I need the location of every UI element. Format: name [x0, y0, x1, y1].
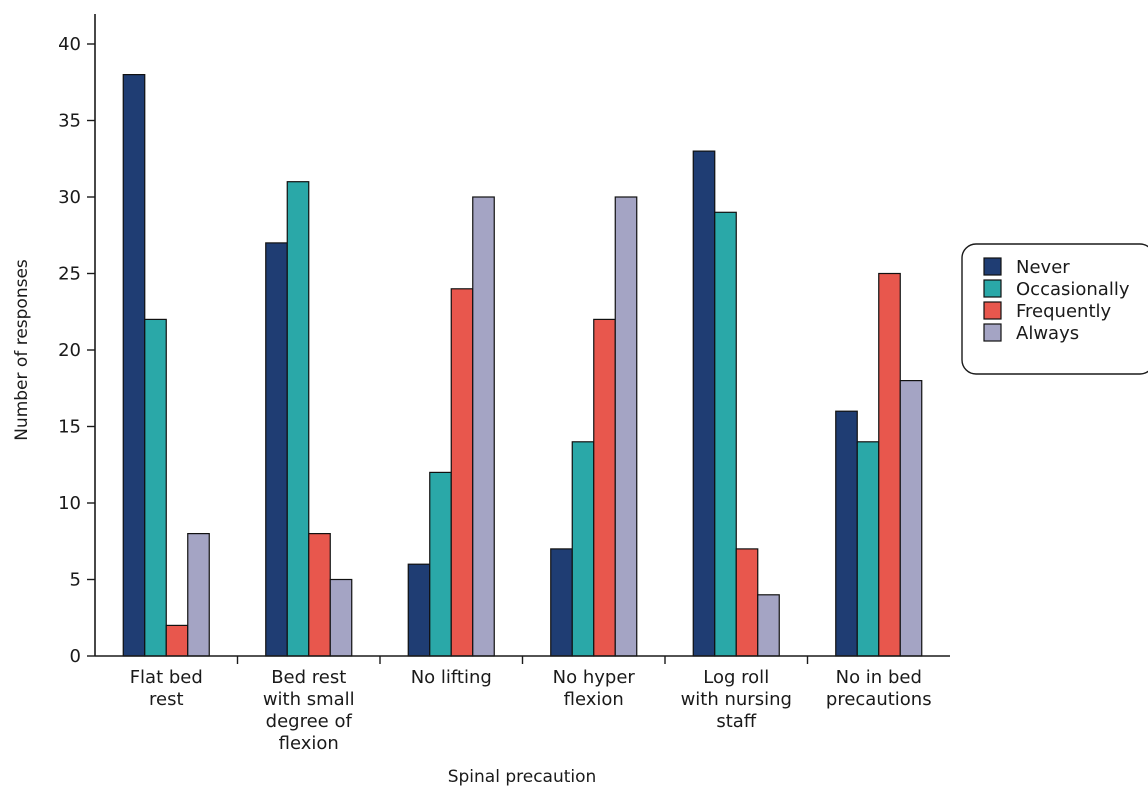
x-category-label: Log roll with nursing staff: [681, 667, 792, 732]
legend-swatch-occasionally: [983, 279, 1002, 298]
bar-frequently-4: [593, 318, 616, 657]
bar-frequently-6: [878, 272, 901, 657]
bar-occasionally-3: [429, 471, 452, 657]
bar-never-5: [692, 150, 716, 657]
x-category-label: No lifting: [411, 667, 492, 688]
y-tick-label: 35: [58, 111, 81, 132]
x-category-label: Flat bed rest: [130, 667, 203, 710]
bar-never-6: [835, 410, 858, 657]
legend-box: [961, 243, 1148, 375]
bar-always-4: [614, 196, 638, 657]
legend-label-occasionally: Occasionally: [1016, 279, 1130, 300]
x-categories-layer: Flat bed rest Bed rest with small degree of f…: [130, 656, 932, 754]
bar-frequently-1: [165, 624, 189, 657]
legend-swatch-always: [983, 323, 1002, 342]
bar-frequently-5: [735, 548, 759, 657]
y-tick-label: 40: [58, 34, 81, 55]
legend-swatch-never: [983, 257, 1002, 276]
y-tick-label: 10: [58, 493, 81, 514]
bar-never-4: [550, 548, 573, 657]
legend-label-always: Always: [1016, 323, 1079, 344]
legend-label-never: Never: [1016, 257, 1070, 278]
bar-frequently-3: [450, 288, 474, 657]
bar-always-5: [757, 594, 780, 657]
bar-never-2: [265, 242, 288, 657]
bar-always-1: [187, 532, 210, 657]
x-axis-title: Spinal precaution: [448, 767, 597, 787]
y-tick-label: 25: [58, 264, 81, 285]
bar-never-1: [122, 73, 146, 657]
x-category-label: No in bed precautions: [826, 667, 932, 710]
legend-swatch-frequently: [983, 301, 1002, 320]
y-ticks-layer: 0 5 10 15 20 25 30 35 40: [58, 34, 95, 667]
x-category-label: No hyper flexion: [553, 667, 636, 710]
bar-always-6: [899, 380, 923, 657]
bar-never-3: [407, 563, 431, 657]
y-axis-title: Number of responses: [12, 259, 32, 441]
y-tick-label: 30: [58, 187, 81, 208]
y-tick-label: 15: [58, 417, 81, 438]
y-tick-label: 20: [58, 340, 81, 361]
y-tick-label: 0: [70, 646, 81, 667]
bar-occasionally-4: [571, 441, 595, 657]
bar-occasionally-5: [714, 211, 737, 657]
y-tick-label: 5: [70, 570, 81, 591]
bar-occasionally-1: [144, 318, 167, 657]
bar-always-2: [329, 578, 353, 657]
x-category-label: Bed rest with small degree of flexion: [263, 667, 355, 754]
legend-label-frequently: Frequently: [1016, 301, 1111, 322]
axes-layer: [94, 14, 950, 657]
bar-occasionally-6: [856, 441, 880, 657]
bar-occasionally-2: [286, 181, 310, 657]
bars-layer: [122, 73, 923, 657]
bar-frequently-2: [308, 532, 331, 657]
bar-always-3: [472, 196, 495, 657]
